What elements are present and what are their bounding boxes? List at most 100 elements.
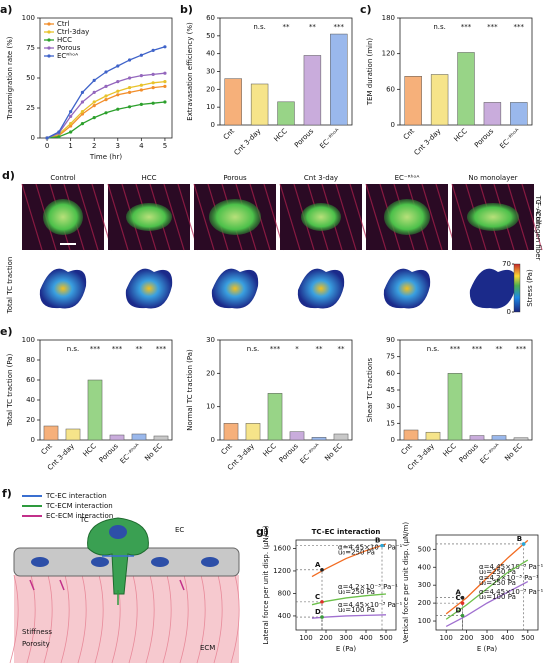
fiber [335, 183, 357, 251]
diagram-label: TC [79, 516, 89, 524]
interaction-arrow [29, 579, 35, 591]
marker [116, 93, 120, 97]
y-tick-label: 60 [206, 14, 215, 22]
diagram-label: Porosity [22, 640, 50, 648]
x-tick-label: 0 [45, 142, 49, 150]
panel-label: b) [180, 3, 193, 16]
x-tick-label: Cnt [40, 442, 54, 456]
plot-frame [39, 339, 173, 441]
significance: *** [450, 345, 461, 353]
y-axis-label: Lateral force per unit disp. (μN/m) [262, 525, 270, 645]
fiber [94, 574, 104, 664]
fiber [196, 574, 206, 664]
bar [303, 55, 322, 126]
marker [116, 89, 120, 93]
bar [333, 433, 349, 441]
y-tick-label: 40 [26, 396, 35, 404]
marker [80, 122, 85, 126]
traction-map [125, 268, 173, 309]
x-tick-label: Cnt [400, 442, 414, 456]
stain-label: Collagen fiber [534, 212, 542, 261]
fiber [77, 574, 87, 664]
x-tick-label: Porous [278, 442, 300, 464]
cell [384, 199, 430, 235]
significance: *** [156, 345, 167, 353]
fiber [107, 183, 129, 251]
significance: *** [270, 345, 281, 353]
colorbar-tick-label: 0 [507, 308, 511, 316]
y-tick-label: 30 [386, 403, 395, 411]
y-tick-label: 120 [382, 50, 395, 58]
x-tick-label: 400 [359, 634, 372, 642]
diagram-label: EC [175, 526, 184, 534]
x-tick-label: 100 [299, 634, 312, 642]
y-axis-label: Vertical force per unit disp. (μN/m) [402, 522, 410, 643]
marker [127, 76, 132, 80]
marker [127, 58, 132, 62]
y-tick-label: 90 [386, 336, 395, 344]
marker [163, 84, 167, 88]
legend-label: TC-ECM interaction [45, 502, 113, 510]
y-tick-label: 400 [418, 563, 431, 571]
y-tick-label: 20 [206, 85, 215, 93]
interaction-arrow [179, 579, 185, 591]
x-tick-label: EC⁻ᴿʰᵒᴬ [119, 442, 142, 465]
significance: *** [334, 23, 345, 31]
stain-label: F-Actin [534, 202, 542, 226]
marker [139, 83, 143, 87]
series-line [445, 581, 529, 627]
chart-title: TC-EC interaction [312, 528, 381, 536]
x-tick-label: No EC [323, 442, 344, 463]
y-tick-label: 60 [386, 85, 395, 93]
x-axis-label: E (Pa) [477, 645, 498, 653]
series-line [445, 539, 529, 615]
point-label: A [456, 589, 462, 597]
y-tick-label: 100 [418, 617, 431, 625]
plot-frame [219, 339, 353, 441]
image-title: Porous [223, 174, 247, 182]
y-tick-label: 800 [278, 589, 291, 597]
significance: *** [516, 345, 527, 353]
y-tick-label: 200 [418, 599, 431, 607]
legend-label: Porous [57, 44, 81, 52]
panel-label: f) [2, 487, 12, 500]
bar [483, 102, 502, 126]
x-tick-label: Cnt 3-day [233, 127, 263, 157]
guide-line [296, 616, 323, 630]
marker [92, 104, 96, 108]
bar [447, 373, 463, 441]
significance: ** [309, 23, 317, 31]
legend-label: Ctrl-3day [57, 28, 89, 36]
y-tick-label: 10 [206, 103, 215, 111]
y-tick-label: 25 [26, 104, 35, 112]
marker [163, 45, 167, 49]
bar [250, 83, 269, 126]
point-label: C [456, 594, 461, 602]
series-note: u₀=250 Pa [338, 549, 375, 557]
bar [330, 33, 348, 126]
significance: ** [338, 345, 346, 353]
marker [104, 84, 108, 88]
legend-marker [47, 46, 51, 50]
significance: n.s. [427, 345, 440, 353]
significance: *** [112, 345, 123, 353]
cell [467, 203, 519, 231]
bar [491, 435, 507, 441]
point [460, 601, 465, 605]
fiber [521, 183, 543, 251]
cell [126, 203, 172, 231]
point-label: D [456, 607, 462, 615]
y-tick-label: 60 [386, 369, 395, 377]
marker [104, 94, 108, 98]
x-axis-label: E (Pa) [336, 645, 357, 653]
marker [69, 130, 73, 134]
x-tick-label: Porous [473, 127, 495, 149]
y-tick-label: 20 [26, 416, 35, 424]
x-tick-label: HCC [82, 442, 98, 458]
bar [513, 437, 529, 441]
point [320, 568, 324, 572]
panel-label: d) [2, 169, 15, 182]
marker [116, 80, 120, 84]
y-tick-label: 400 [278, 612, 291, 620]
